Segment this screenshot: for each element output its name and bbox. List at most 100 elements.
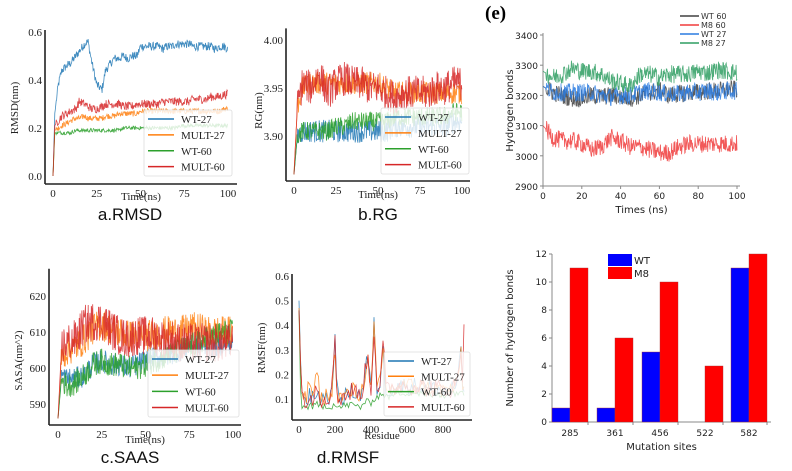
legend-label: M8 — [634, 269, 649, 280]
chart-panel-e: 2900 3000 3100 3200 3300 3400 0 20 40 60 80 100 Time… — [505, 12, 746, 216]
series-line-mult-60 — [57, 304, 233, 419]
legend-swatch-wt — [608, 254, 632, 266]
y-tick-label: 0.6 — [28, 27, 42, 39]
x-tick-label: 100 — [225, 429, 242, 441]
chart-panel-f: 0 2 4 6 8 10 12 285 361 456 522 582 WT M8 Mutation sit… — [505, 250, 771, 453]
x-tick-label: 100 — [454, 185, 471, 197]
x-tick-label: 285 — [561, 429, 578, 439]
x-tick-label: 50 — [135, 188, 147, 200]
bar-m8-361 — [614, 337, 634, 423]
legend-label: WT-60 — [418, 144, 449, 156]
x-tick-label: 0 — [540, 192, 546, 202]
y-tick-label: 0.3 — [275, 345, 289, 357]
x-tick-label: 75 — [415, 185, 427, 197]
y-tick-label: 0.6 — [275, 271, 289, 283]
x-tick-label: 60 — [654, 192, 666, 202]
legend-label: WT-60 — [185, 386, 216, 398]
legend-label: M8 60 — [701, 21, 726, 30]
bar-m8-522 — [704, 365, 724, 423]
legend-swatch-m8 — [608, 267, 632, 279]
y-tick-label: 4 — [541, 362, 547, 372]
y-tick-label: 0.4 — [28, 75, 42, 87]
x-tick-label: 361 — [606, 429, 623, 439]
y-tick-label: 10 — [536, 278, 548, 288]
x-axis-label: Times (ns) — [614, 205, 667, 216]
panel-caption: b.RG — [358, 205, 398, 224]
bar-m8-582 — [748, 253, 768, 423]
x-tick-label: 25 — [91, 188, 103, 200]
x-tick-label: 100 — [220, 188, 237, 200]
series-line-mult-60 — [52, 88, 228, 177]
x-tick-label: 75 — [184, 429, 196, 441]
legend-label: MULT-27 — [181, 130, 225, 142]
x-tick-label: 400 — [363, 424, 380, 436]
y-axis-label: SASA(nm^2) — [13, 330, 25, 391]
series-line-mult-60 — [293, 61, 463, 175]
legend-box — [383, 351, 471, 417]
x-tick-label: 25 — [96, 429, 108, 441]
legend-label: MULT-60 — [181, 162, 225, 174]
panel-caption: c.SAAS — [101, 448, 160, 467]
y-tick-label: 3300 — [515, 62, 538, 72]
chart-panel-a: 0.0 0.2 0.4 0.6 0 25 50 75 100 Time(ns) RMSD(nm) a.… — [9, 27, 237, 224]
legend-box — [143, 109, 233, 177]
legend-box — [147, 349, 240, 418]
x-tick-label: 40 — [615, 192, 627, 202]
bar-wt-456 — [641, 351, 661, 423]
x-tick-label: 0 — [55, 429, 61, 441]
y-tick-label: 3400 — [515, 32, 538, 42]
series-line-wt-27 — [52, 39, 228, 177]
legend-label: MULT-60 — [418, 160, 462, 172]
series-line-m8-60 — [542, 121, 738, 162]
y-tick-label: 8 — [541, 306, 547, 316]
y-tick-label: 3200 — [515, 92, 538, 102]
y-tick-label: 0.5 — [275, 296, 289, 308]
y-tick-label: 3.95 — [264, 83, 284, 95]
x-tick-label: 0 — [296, 424, 302, 436]
bar-m8-456 — [659, 281, 679, 423]
y-tick-label: 3000 — [515, 153, 538, 163]
y-tick-label: 0.0 — [28, 171, 42, 183]
y-tick-label: 0.2 — [28, 123, 42, 135]
x-tick-label: 25 — [331, 185, 343, 197]
y-tick-label: 3.90 — [264, 131, 284, 143]
y-tick-label: 600 — [30, 363, 47, 375]
legend-label: WT-60 — [181, 146, 212, 158]
x-tick-label: 100 — [728, 192, 745, 202]
chart-panel-c: 590 600 610 620 0 25 50 75 100 Time(ns) SASA(nm^2)… — [13, 268, 242, 467]
y-axis-label: Hydrogen bonds — [505, 69, 516, 151]
x-tick-label: 0 — [50, 188, 56, 200]
y-tick-label: 590 — [30, 399, 47, 411]
bar-wt-582 — [730, 267, 750, 423]
x-tick-label: 50 — [373, 185, 385, 197]
x-axis-label: Residue — [364, 430, 400, 442]
legend-label: WT-60 — [421, 387, 452, 399]
y-axis-label: Number of hydrogen bonds — [505, 269, 516, 406]
y-tick-label: 6 — [541, 334, 547, 344]
y-tick-label: 610 — [30, 327, 47, 339]
y-tick-label: 0.1 — [275, 394, 289, 406]
x-tick-label: 582 — [740, 429, 757, 439]
legend-label: WT-27 — [185, 354, 216, 366]
x-tick-label: 75 — [179, 188, 191, 200]
legend-label: WT 60 — [701, 12, 727, 21]
legend-label: MULT-60 — [421, 402, 465, 414]
legend-label: WT 27 — [701, 30, 727, 39]
bar-wt-361 — [596, 407, 616, 423]
x-axis-label: Mutation sites — [626, 442, 697, 453]
x-tick-label: 800 — [435, 424, 452, 436]
x-tick-label: 0 — [291, 185, 297, 197]
y-tick-label: 0.2 — [275, 369, 289, 381]
x-axis-label: Time(ns) — [121, 191, 161, 203]
y-tick-label: 2 — [541, 390, 547, 400]
legend-label: WT-27 — [421, 356, 452, 368]
x-tick-label: 50 — [140, 429, 152, 441]
x-tick-label: 20 — [576, 192, 588, 202]
legend-label: MULT-27 — [185, 370, 229, 382]
legend-label: WT-27 — [181, 114, 212, 126]
y-tick-label: 4.00 — [264, 35, 284, 47]
legend-label: M8 27 — [701, 39, 726, 48]
y-tick-label: 0.4 — [275, 320, 289, 332]
y-tick-label: 620 — [30, 291, 47, 303]
